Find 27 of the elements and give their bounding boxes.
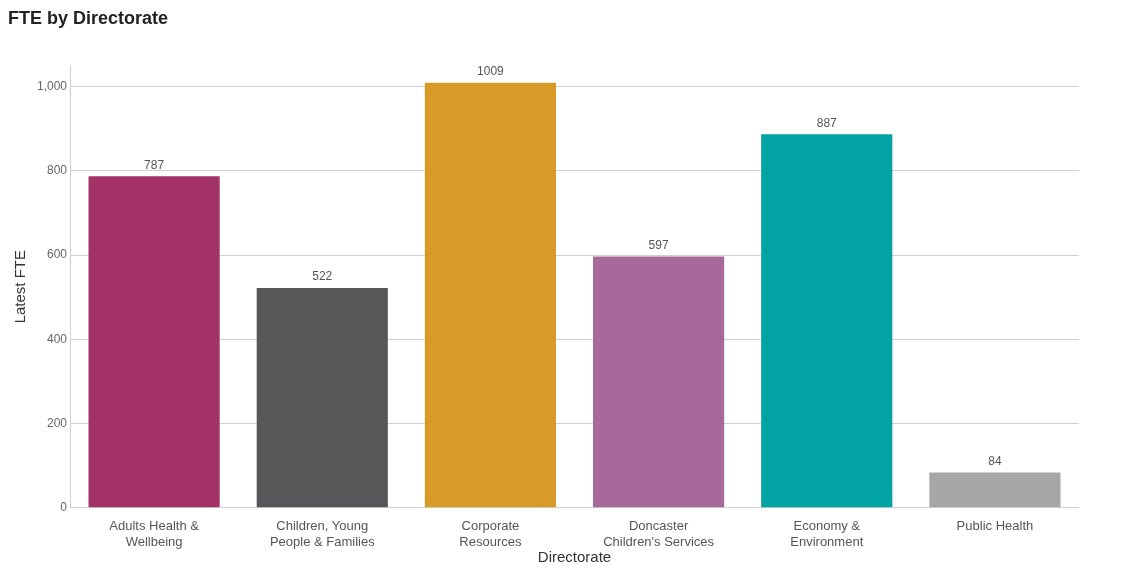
bar <box>929 472 1061 508</box>
bar <box>424 82 557 508</box>
chart-title: FTE by Directorate <box>8 7 169 28</box>
data-label: 84 <box>988 453 1002 468</box>
y-tick-label: 0 <box>60 500 68 515</box>
data-label: 597 <box>648 237 669 252</box>
y-tick-label: 1,000 <box>37 78 68 93</box>
bar <box>88 176 220 508</box>
bar <box>761 134 893 508</box>
x-tick-label: Children, Young People & Families <box>269 518 376 549</box>
x-tick-label: Doncaster Children's Services <box>603 518 715 549</box>
x-axis-title: Directorate <box>537 548 612 566</box>
x-tick-label: Public Health <box>956 518 1034 534</box>
bar <box>593 256 725 508</box>
data-label: 1009 <box>477 64 505 79</box>
y-tick-label: 800 <box>47 163 68 178</box>
data-label: 787 <box>144 157 165 172</box>
y-tick-label: 600 <box>47 247 68 262</box>
y-tick-label: 200 <box>47 415 68 430</box>
data-label: 522 <box>312 269 333 284</box>
x-tick-label: Adults Health & Wellbeing <box>109 518 200 549</box>
y-tick-label: 400 <box>47 331 68 346</box>
x-tick-label: Economy & Environment <box>790 518 864 549</box>
y-axis-title: Latest FTE <box>11 250 29 324</box>
bar <box>256 287 388 508</box>
x-tick-label: Corporate Resources <box>459 518 522 549</box>
data-label: 887 <box>816 115 838 130</box>
